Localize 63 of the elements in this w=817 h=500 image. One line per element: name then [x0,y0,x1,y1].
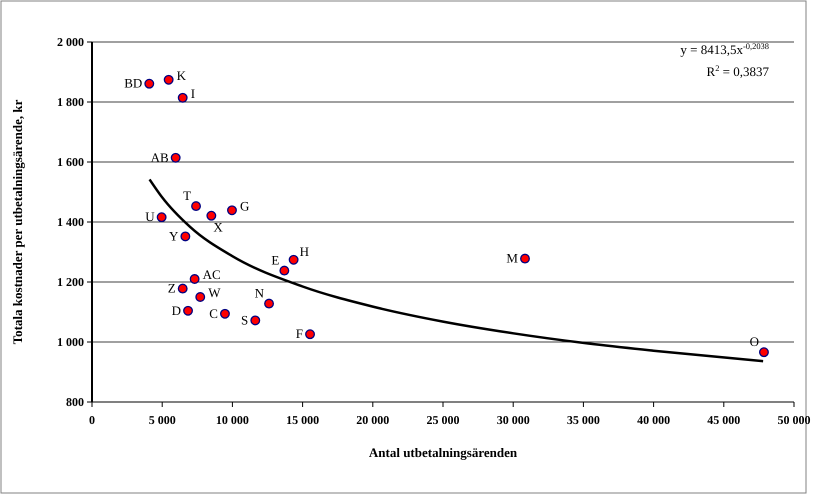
point [195,292,206,302]
annotation: D [172,302,182,318]
annotation: AB [150,150,170,165]
y-tick-label: 1 200 [57,275,84,290]
point [190,274,200,284]
annotation: K [176,68,187,83]
annotation: Y [168,228,179,244]
point [250,315,260,326]
x-tick-label: 5 000 [148,413,176,427]
x-tick-label: 50 000 [778,413,810,427]
y-tick-label: 800 [66,395,84,410]
y-tick-label: 1 000 [57,335,84,350]
point [178,284,188,294]
x-axis-title: Antal utbetalningsärenden [368,445,518,460]
annotation: C [209,306,218,321]
annotation: F [296,326,304,342]
point [156,212,167,222]
annotation: I [190,86,196,101]
annotation: R$^{2}$ = 0,3837 [706,63,770,79]
point [144,78,154,89]
annotation: E [271,252,280,268]
annotation: H [300,244,310,259]
annotation: W [208,285,222,300]
point [759,347,769,358]
x-tick-label: 45 000 [707,413,740,427]
point [183,306,193,316]
point [264,298,274,309]
annotation: U [145,209,156,224]
point [227,205,237,216]
y-axis-title: Totala kostnader per utbetalningsärende, kr [10,99,25,344]
point [520,254,530,264]
point [191,201,201,212]
point [206,210,216,221]
y-tick-label: 2 000 [57,35,84,50]
x-tick-label: 30 000 [496,413,530,427]
y-tick-label: 1 400 [57,215,84,230]
annotation: M [506,250,518,266]
x-tick-label: 35 000 [566,413,600,427]
point [164,74,174,85]
annotation: T [183,188,192,204]
y-tick-label: 1 800 [57,95,84,110]
x-tick-label: 0 [89,413,95,427]
annotation: AC [202,267,221,282]
point [178,92,188,103]
point [180,231,190,242]
y-tick-label: 1 600 [57,155,84,170]
annotation: y = 8413,5x$^{-0,2038}$ [680,41,769,57]
point [288,254,299,265]
x-tick-label: 15 000 [286,413,320,427]
point [170,152,181,163]
point [220,308,230,319]
x-tick-label: 40 000 [637,413,670,427]
point [305,329,315,340]
annotation: X [213,220,224,235]
annotation: BD [124,76,142,91]
x-tick-label: 25 000 [426,413,460,427]
x-tick-label: 20 000 [356,413,390,427]
annotation: G [240,198,250,214]
annotation: N [254,286,265,301]
annotation: S [241,312,248,328]
point [279,266,290,276]
annotation: Z [168,280,176,296]
x-tick-label: 10 000 [216,413,249,427]
